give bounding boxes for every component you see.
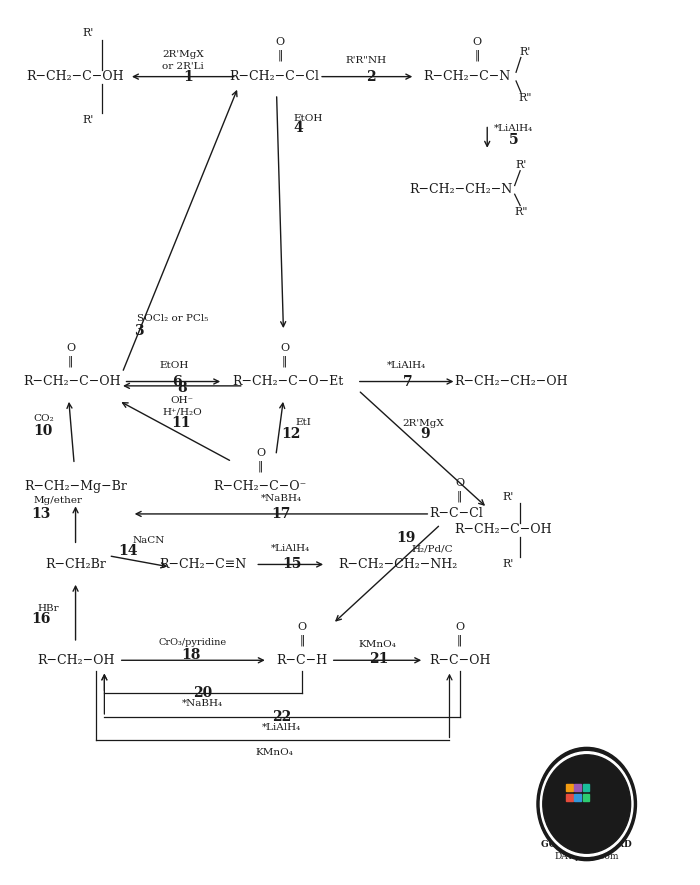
Text: R": R": [514, 207, 528, 217]
Text: 15: 15: [282, 558, 302, 572]
Text: R−C−Cl: R−C−Cl: [430, 507, 483, 520]
Text: *LiAlH₄: *LiAlH₄: [386, 361, 426, 370]
Text: or 2R'Li: or 2R'Li: [162, 62, 204, 71]
Text: O: O: [473, 37, 482, 47]
Text: R−CH₂−C≡N: R−CH₂−C≡N: [159, 558, 246, 571]
Text: 21: 21: [369, 651, 389, 666]
Text: 19: 19: [397, 531, 416, 545]
Text: R−CH₂−Mg−Br: R−CH₂−Mg−Br: [24, 480, 127, 493]
Text: R−C−OH: R−C−OH: [429, 654, 491, 666]
Ellipse shape: [542, 755, 631, 853]
Text: R−CH₂−CH₂−OH: R−CH₂−CH₂−OH: [454, 375, 568, 388]
Text: 10: 10: [34, 424, 53, 438]
Text: R': R': [502, 491, 514, 502]
Text: 5: 5: [508, 134, 518, 147]
Text: R−CH₂Br: R−CH₂Br: [45, 558, 106, 571]
Text: 17: 17: [272, 507, 291, 521]
Text: R': R': [519, 47, 531, 58]
Text: R−C−H: R−C−H: [276, 654, 328, 666]
Text: ‖: ‖: [68, 356, 74, 367]
Text: SOCl₂ or PCl₅: SOCl₂ or PCl₅: [137, 314, 209, 323]
Text: HBr: HBr: [38, 604, 60, 612]
Text: ‖: ‖: [299, 635, 304, 646]
Text: R−CH₂−C−OH: R−CH₂−C−OH: [454, 523, 552, 536]
Text: *LiAlH₄: *LiAlH₄: [271, 544, 310, 553]
Text: 13: 13: [32, 507, 51, 521]
Text: 1: 1: [183, 70, 193, 84]
Text: *NaBH₄: *NaBH₄: [261, 494, 302, 503]
Text: CO₂: CO₂: [33, 413, 54, 423]
Text: R−CH₂−C−O−Et: R−CH₂−C−O−Et: [232, 375, 344, 388]
Text: R': R': [82, 28, 94, 38]
Text: R−CH₂−C−OH: R−CH₂−C−OH: [27, 70, 125, 83]
Text: 12: 12: [281, 427, 301, 441]
Text: GOLD STANDARD: GOLD STANDARD: [541, 841, 632, 850]
Text: O: O: [256, 448, 265, 458]
Text: EtOH: EtOH: [159, 361, 188, 370]
Text: *LiAlH₄: *LiAlH₄: [262, 723, 301, 732]
Text: R−CH₂−C−N: R−CH₂−C−N: [423, 70, 510, 83]
Bar: [575, 784, 581, 791]
Text: R−CH₂−CH₂−N: R−CH₂−CH₂−N: [410, 183, 513, 196]
Text: ‖: ‖: [474, 49, 480, 60]
Text: 8: 8: [177, 381, 187, 396]
Text: OH⁻: OH⁻: [170, 396, 193, 405]
Text: *LiAlH₄: *LiAlH₄: [494, 125, 533, 134]
Text: O: O: [276, 37, 285, 47]
Text: CrO₃/pyridine: CrO₃/pyridine: [158, 638, 226, 647]
Bar: [575, 795, 581, 802]
Text: R−CH₂−C−O⁻: R−CH₂−C−O⁻: [213, 480, 306, 493]
Text: R': R': [516, 160, 527, 171]
Bar: [566, 784, 573, 791]
Text: R−CH₂−OH: R−CH₂−OH: [37, 654, 114, 666]
Text: ‖: ‖: [277, 49, 283, 60]
Ellipse shape: [540, 751, 633, 857]
Text: EtOH: EtOH: [294, 114, 323, 123]
Text: ‖: ‖: [457, 491, 463, 503]
Text: ★: ★: [583, 810, 590, 820]
Bar: [566, 795, 573, 802]
Text: R': R': [502, 559, 514, 569]
Text: H⁺/H₂O: H⁺/H₂O: [162, 407, 202, 417]
Text: 20: 20: [193, 687, 212, 700]
Text: 3: 3: [134, 324, 144, 338]
Text: 4: 4: [293, 121, 302, 135]
Text: 9: 9: [421, 427, 430, 441]
Text: *NaBH₄: *NaBH₄: [182, 699, 223, 708]
Text: 2R'MgX: 2R'MgX: [402, 419, 444, 427]
Ellipse shape: [537, 748, 636, 860]
Text: DAT-prep.com: DAT-prep.com: [554, 851, 619, 861]
Text: R': R': [82, 115, 94, 125]
Text: ‖: ‖: [282, 356, 288, 367]
Text: 18: 18: [181, 648, 200, 662]
Bar: [582, 784, 589, 791]
Text: O: O: [280, 343, 289, 353]
Text: 14: 14: [118, 543, 138, 558]
Text: Mg/ether: Mg/ether: [33, 496, 82, 505]
Text: 11: 11: [171, 416, 190, 430]
Text: R−CH₂−CH₂−NH₂: R−CH₂−CH₂−NH₂: [338, 558, 458, 571]
Text: 22: 22: [272, 710, 291, 724]
Text: EtI: EtI: [295, 418, 311, 427]
Text: O: O: [66, 343, 76, 353]
Text: R−CH₂−C−Cl: R−CH₂−C−Cl: [230, 70, 319, 83]
Text: O: O: [455, 622, 464, 632]
Text: O: O: [298, 622, 307, 632]
Text: 2R'MgX: 2R'MgX: [162, 50, 204, 59]
Bar: [582, 795, 589, 802]
Text: 7: 7: [402, 374, 412, 389]
Text: 6: 6: [172, 374, 182, 389]
Text: R−CH₂−C−OH: R−CH₂−C−OH: [23, 375, 121, 388]
Text: 16: 16: [32, 612, 51, 627]
Text: NaCN: NaCN: [132, 535, 165, 544]
Text: H₂/Pd/C: H₂/Pd/C: [412, 544, 454, 553]
Text: R": R": [518, 94, 532, 104]
Text: KMnO₄: KMnO₄: [256, 748, 293, 757]
Text: O: O: [455, 479, 464, 489]
Text: ‖: ‖: [457, 635, 463, 646]
Text: KMnO₄: KMnO₄: [358, 640, 396, 649]
Text: 2: 2: [366, 70, 375, 84]
Text: ‖: ‖: [258, 460, 264, 472]
Text: R'R"NH: R'R"NH: [346, 57, 387, 65]
